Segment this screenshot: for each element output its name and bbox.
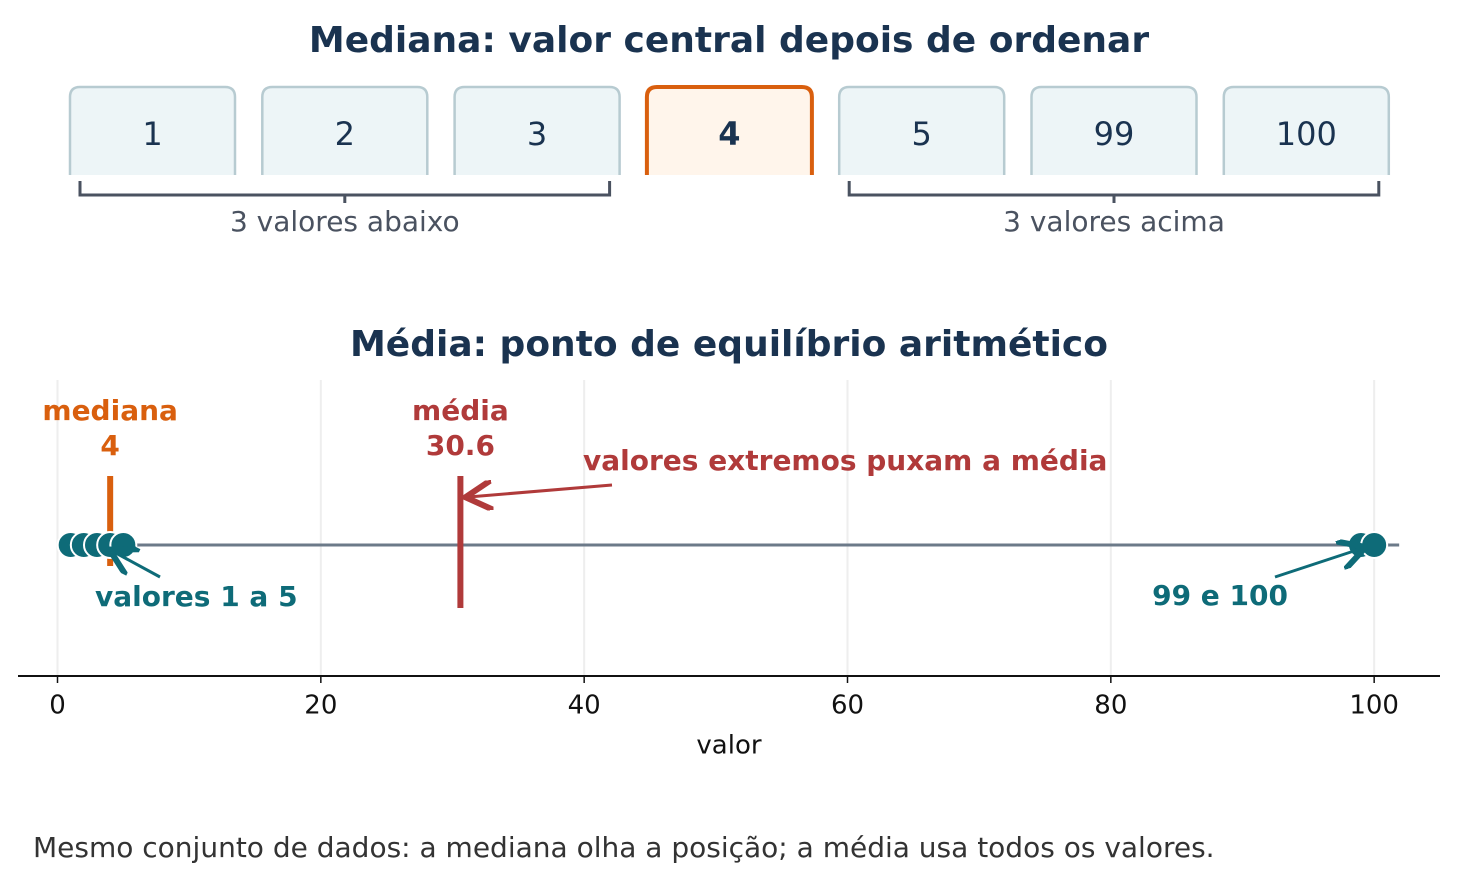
box-value: 2	[335, 115, 355, 153]
value-box	[453, 85, 621, 175]
x-tick-label: 100	[1349, 691, 1399, 721]
data-point	[1360, 531, 1389, 559]
x-tick-label: 0	[49, 691, 66, 721]
box-value: 100	[1276, 115, 1337, 153]
bracket-label: 3 valores acima	[1003, 205, 1225, 238]
x-tick-label: 60	[831, 691, 864, 721]
annotation: valores 1 a 5	[95, 580, 298, 613]
data-point	[109, 531, 138, 559]
value-box	[68, 85, 237, 175]
mean-label: média	[412, 394, 509, 427]
annotation-arrow	[1274, 548, 1363, 579]
box-value: 3	[527, 115, 547, 153]
annotation-arrow	[468, 485, 613, 497]
mean-value: 30.6	[426, 429, 495, 462]
value-box	[261, 85, 429, 175]
bracket	[847, 181, 1381, 203]
value-box	[644, 85, 814, 175]
value-box	[1030, 85, 1198, 175]
box-value: 4	[718, 115, 740, 153]
x-tick-label: 40	[568, 691, 601, 721]
annotation-arrow	[112, 551, 161, 579]
value-box	[1222, 85, 1391, 175]
x-axis-label: valor	[696, 731, 761, 761]
annotation: 99 e 100	[1152, 579, 1288, 612]
footer: Mesmo conjunto de dados: a mediana olha …	[33, 831, 1215, 864]
bracket	[78, 181, 612, 203]
chart-title: Média: ponto de equilíbrio aritmético	[350, 324, 1108, 365]
box-value: 99	[1094, 115, 1135, 153]
box-value: 1	[142, 115, 162, 153]
bracket-label: 3 valores abaixo	[230, 205, 460, 238]
x-tick-label: 20	[304, 691, 337, 721]
box-value: 5	[912, 115, 932, 153]
value-box	[837, 85, 1006, 175]
annotation: valores extremos puxam a média	[583, 444, 1107, 477]
x-tick-label: 80	[1094, 691, 1127, 721]
top-title: Mediana: valor central depois de ordenar	[309, 20, 1149, 61]
median-label: mediana	[42, 394, 178, 427]
median-value: 4	[100, 429, 119, 462]
